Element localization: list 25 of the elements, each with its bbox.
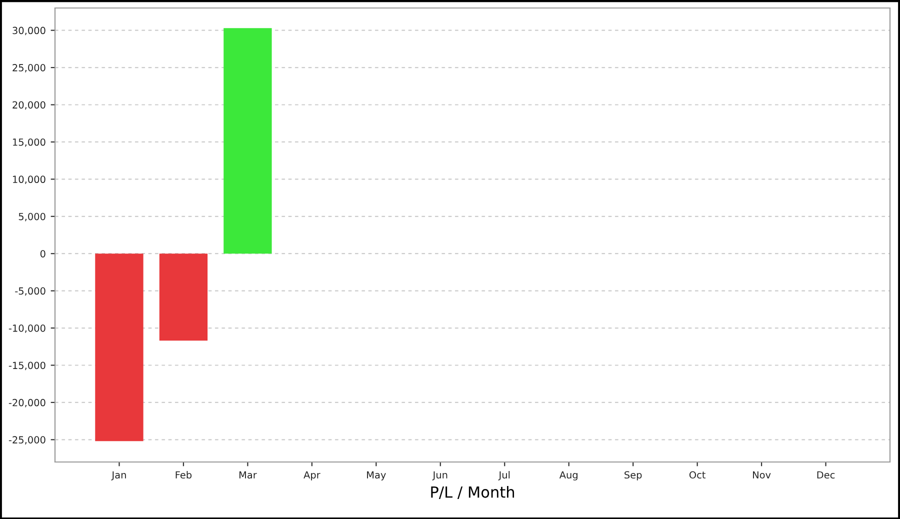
y-tick-label: 15,000 [13,138,46,147]
x-tick-label: Aug [559,471,578,480]
y-tick-label: 20,000 [12,101,46,110]
x-tick-label: Jan [111,471,126,480]
y-tick-label: 0 [40,250,46,258]
x-tick-label: Sep [624,471,642,480]
y-tick-label: 5,000 [18,212,46,222]
x-tick-label: Jul [498,471,510,480]
y-tick-label: 10,000 [13,176,46,184]
y-tick-label: -5,000 [15,287,46,296]
x-tick-label: Oct [689,471,706,479]
y-tick-label: -25,000 [8,436,46,444]
x-tick-label: Dec [817,471,835,479]
y-tick-label: -20,000 [8,398,46,408]
x-tick-label: May [367,471,386,480]
x-tick-label: Apr [304,471,320,480]
x-tick-label: Nov [753,471,771,479]
x-tick-label: Feb [176,471,192,479]
y-tick-label: 30,000 [12,26,46,36]
x-tick-label: Jun [432,471,448,480]
x-tick-label: Mar [239,471,257,479]
y-tick-label: -10,000 [8,324,46,333]
y-tick-label: 25,000 [12,64,46,72]
y-tick-label: -15,000 [8,362,46,370]
x-axis-title: P/L / Month [431,486,514,500]
